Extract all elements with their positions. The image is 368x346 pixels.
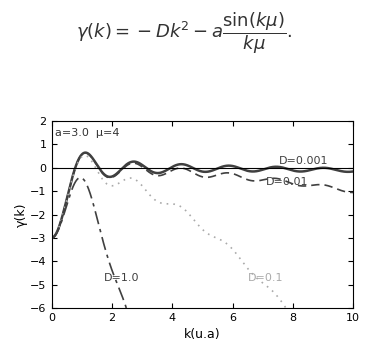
Text: D=0.001: D=0.001 — [279, 156, 329, 166]
Text: $\gamma(k) = -Dk^2 - a\dfrac{\sin(k\mu)}{k\mu}.$: $\gamma(k) = -Dk^2 - a\dfrac{\sin(k\mu)}… — [76, 10, 292, 56]
Y-axis label: γ(k): γ(k) — [14, 202, 27, 227]
Text: D=1.0: D=1.0 — [105, 273, 140, 283]
Text: D=0.1: D=0.1 — [248, 273, 283, 283]
X-axis label: k(u.a): k(u.a) — [184, 328, 221, 342]
Text: a=3.0  μ=4: a=3.0 μ=4 — [55, 128, 120, 138]
Text: D=0.01: D=0.01 — [266, 176, 308, 186]
